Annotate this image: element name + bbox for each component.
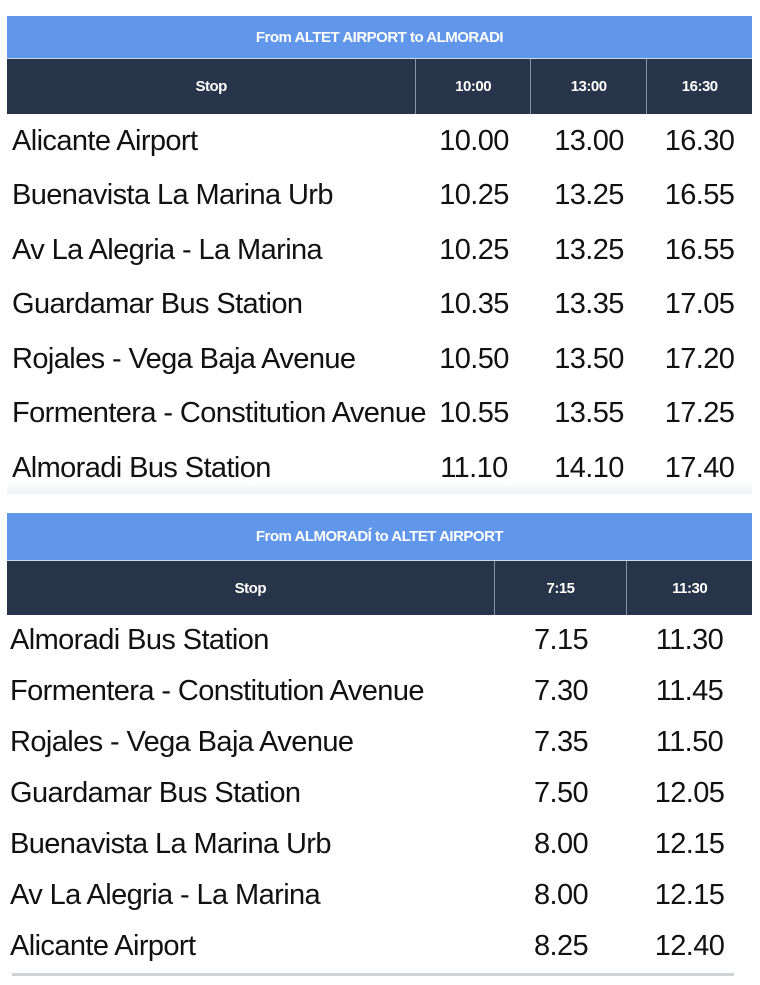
departure-time: 11.45 xyxy=(655,675,724,707)
table-body: Alicante Airport 10.00 13.00 16.30 Buenavist… xyxy=(7,114,752,496)
departure-time: 13.00 xyxy=(554,124,624,157)
header-stop: Stop xyxy=(195,78,228,95)
table-row: Rojales - Vega Baja Avenue 10.50 13.50 17.2… xyxy=(7,332,752,387)
table-row: Av La Alegria - La Marina 8.00 12.15 xyxy=(7,870,752,921)
table-shadow xyxy=(7,482,752,494)
stop-name: Guardamar Bus Station xyxy=(10,777,301,809)
table-row: Almoradi Bus Station 7.15 11.30 xyxy=(7,615,752,666)
stop-name: Rojales - Vega Baja Avenue xyxy=(12,342,356,375)
stop-name: Buenavista La Marina Urb xyxy=(12,179,333,212)
departure-time: 10.35 xyxy=(439,288,509,321)
table-row: Formentera - Constitution Avenue 10.55 13.… xyxy=(7,387,752,442)
departure-time: 16.55 xyxy=(664,179,735,212)
departure-time: 12.05 xyxy=(654,777,725,809)
departure-time: 10.25 xyxy=(439,233,509,266)
departure-time: 17.25 xyxy=(664,397,735,430)
header-departure-time: 13:00 xyxy=(529,59,647,114)
departure-time: 12.40 xyxy=(654,930,725,962)
departure-time: 17.05 xyxy=(664,288,735,321)
table-header: Stop 10:00 13:00 16:30 xyxy=(7,59,752,114)
departure-time: 12.15 xyxy=(654,828,725,860)
header-stop: Stop xyxy=(234,579,267,597)
stop-name: Formentera - Constitution Avenue xyxy=(10,675,424,707)
departure-time: 13.25 xyxy=(554,179,624,212)
stop-name: Av La Alegria - La Marina xyxy=(12,233,323,266)
departure-time: 8.00 xyxy=(533,828,589,860)
table-body: Almoradi Bus Station 7.15 11.30 Formentera … xyxy=(7,615,752,972)
stop-name: Alicante Airport xyxy=(12,124,198,157)
stop-name: Guardamar Bus Station xyxy=(12,288,303,321)
departure-time: 14.10 xyxy=(554,451,624,484)
table-row: Almoradi Bus Station 11.10 14.10 17.40 xyxy=(7,441,752,496)
stop-name: Almoradi Bus Station xyxy=(12,451,271,484)
departure-time: 10.25 xyxy=(439,179,509,212)
table-row: Alicante Airport 8.25 12.40 xyxy=(7,921,752,972)
header-departure-time: 11:30 xyxy=(626,561,752,615)
departure-time: 13.35 xyxy=(554,288,624,321)
table-row: Buenavista La Marina Urb 8.00 12.15 xyxy=(7,819,752,870)
departure-time: 17.20 xyxy=(664,342,735,375)
departure-time: 13.50 xyxy=(554,342,624,375)
stop-name: Almoradi Bus Station xyxy=(10,624,269,656)
table-row: Av La Alegria - La Marina 10.25 13.25 16.55 xyxy=(7,223,752,278)
table-caption: From ALMORADÍ to ALTET AIRPORT xyxy=(7,513,752,561)
table-row: Buenavista La Marina Urb 10.25 13.25 16.55 xyxy=(7,169,752,224)
header-departure-time: 16:30 xyxy=(646,59,752,114)
table-caption: From ALTET AIRPORT to ALMORADI xyxy=(7,16,752,59)
table-row: Formentera - Constitution Avenue 7.30 11.4… xyxy=(7,666,752,717)
stop-name: Buenavista La Marina Urb xyxy=(10,828,331,860)
stop-name: Formentera - Constitution Avenue xyxy=(12,397,426,430)
departure-time: 7.30 xyxy=(533,675,589,707)
stop-name: Rojales - Vega Baja Avenue xyxy=(10,726,354,758)
table-row: Guardamar Bus Station 7.50 12.05 xyxy=(7,768,752,819)
table-row: Guardamar Bus Station 10.35 13.35 17.05 xyxy=(7,278,752,333)
outbound-timetable: From ALTET AIRPORT to ALMORADI Stop 10:00… xyxy=(7,16,752,496)
stop-name: Av La Alegria - La Marina xyxy=(10,879,321,911)
departure-time: 17.40 xyxy=(664,451,735,484)
departure-time: 11.30 xyxy=(655,624,724,656)
departure-time: 8.00 xyxy=(533,879,589,911)
departure-time: 8.25 xyxy=(533,930,589,962)
departure-time: 11.10 xyxy=(440,451,508,484)
table-header: Stop 7:15 11:30 xyxy=(7,561,752,615)
stop-name: Alicante Airport xyxy=(10,930,196,962)
header-departure-time: 10:00 xyxy=(415,59,530,114)
departure-time: 7.50 xyxy=(533,777,589,809)
departure-time: 7.15 xyxy=(533,624,589,656)
divider xyxy=(12,973,734,976)
departure-time: 10.55 xyxy=(439,397,509,430)
departure-time: 11.50 xyxy=(655,726,724,758)
departure-time: 16.55 xyxy=(664,233,735,266)
departure-time: 10.50 xyxy=(439,342,509,375)
departure-time: 10.00 xyxy=(439,124,509,157)
departure-time: 16.30 xyxy=(664,124,735,157)
table-row: Rojales - Vega Baja Avenue 7.35 11.50 xyxy=(7,717,752,768)
departure-time: 7.35 xyxy=(533,726,589,758)
table-row: Alicante Airport 10.00 13.00 16.30 xyxy=(7,114,752,169)
departure-time: 13.25 xyxy=(554,233,624,266)
departure-time: 12.15 xyxy=(654,879,725,911)
header-departure-time: 7:15 xyxy=(493,561,627,615)
departure-time: 13.55 xyxy=(554,397,624,430)
inbound-timetable: From ALMORADÍ to ALTET AIRPORT Stop 7:15 1… xyxy=(7,513,752,972)
